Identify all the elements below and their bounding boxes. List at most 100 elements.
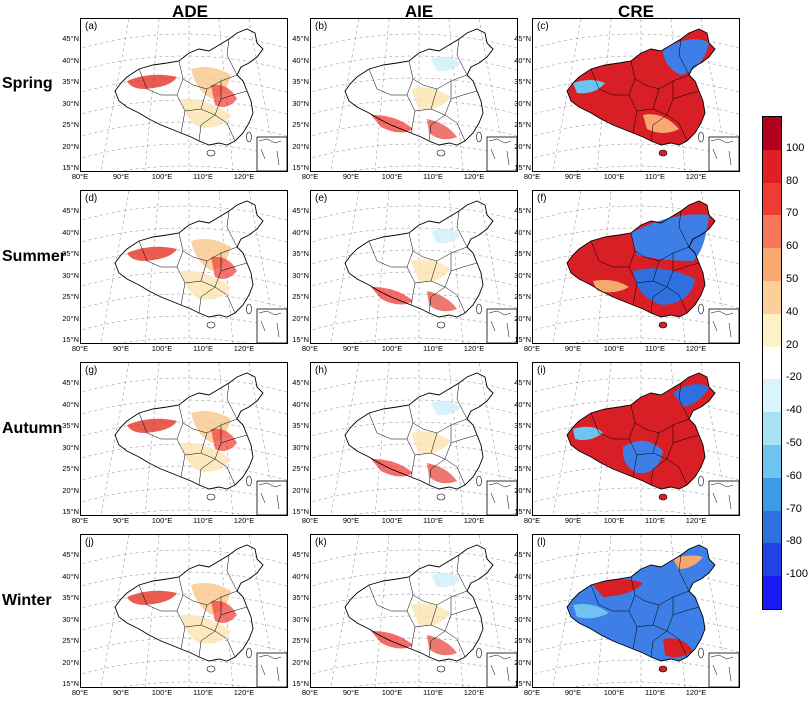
latitude-gridline (81, 549, 287, 565)
latitude-label: 25°N (62, 636, 79, 645)
province-boundary (428, 458, 446, 486)
longitude-label: 100°E (381, 344, 403, 353)
latitude-label: 15°N (514, 679, 531, 688)
longitude-gridline (374, 363, 390, 515)
longitude-label: 100°E (381, 172, 403, 181)
panel-label: (k) (315, 537, 327, 548)
map-panel-a: (a) (80, 18, 288, 172)
anomaly-region (411, 87, 451, 110)
map-panel-b: (b) (310, 18, 518, 172)
province-boundary (456, 554, 468, 592)
latitude-gridline (81, 293, 287, 309)
latitude-gridline (81, 571, 287, 587)
province-boundary (412, 594, 438, 606)
south-china-sea-inset (486, 480, 517, 515)
anomaly-region (211, 256, 237, 279)
longitude-label: 120°E (685, 172, 707, 181)
longitude-label: 100°E (603, 344, 625, 353)
longitude-gridline (448, 363, 464, 515)
longitude-label: 120°E (685, 688, 707, 697)
panel-label: (h) (315, 365, 328, 376)
longitude-label: 120°E (685, 516, 707, 525)
inset-coastline (258, 654, 282, 682)
latitude-label: 25°N (514, 292, 531, 301)
latitude-gridline (81, 77, 287, 93)
latitude-gridline (573, 337, 699, 343)
latitude-label: 45°N (292, 550, 309, 559)
longitude-label: 90°E (112, 688, 130, 697)
province-boundary (182, 422, 208, 434)
latitude-gridline (81, 593, 287, 609)
latitude-label: 15°N (292, 507, 309, 516)
map-panel-l: (l) (532, 534, 740, 688)
latitude-gridline (311, 615, 517, 631)
panel-label: (e) (315, 193, 328, 204)
province-boundary (634, 594, 660, 606)
latitude-gridline (533, 571, 739, 587)
anomaly-region (181, 98, 231, 128)
longitude-label: 80°E (523, 172, 541, 181)
latitude-label: 25°N (514, 464, 531, 473)
longitude-gridline (218, 191, 234, 343)
longitude-label: 100°E (151, 516, 173, 525)
latitude-gridline (121, 337, 247, 343)
taiwan-island (246, 475, 252, 487)
province-boundary (650, 114, 668, 142)
province-boundary (138, 412, 177, 440)
taiwan-island (698, 131, 704, 143)
latitude-label: 35°N (62, 593, 79, 602)
latitude-label: 20°N (62, 141, 79, 151)
longitude-gridline (552, 19, 582, 171)
latitude-gridline (311, 33, 517, 49)
colorbar-segment (763, 444, 781, 478)
latitude-label: 35°N (514, 421, 531, 430)
longitude-label: 80°E (71, 688, 89, 697)
latitude-gridline (533, 143, 739, 159)
latitude-gridline (311, 659, 517, 675)
china-map (533, 191, 739, 343)
latitude-label: 30°N (514, 270, 531, 280)
latitude-label: 45°N (62, 206, 79, 215)
longitude-label: 80°E (301, 516, 319, 525)
china-map (533, 19, 739, 171)
province-boundary (198, 458, 216, 486)
province-boundary (428, 114, 446, 142)
longitude-gridline (552, 363, 582, 515)
province-boundary (650, 286, 668, 314)
map-panel-f: (f) (532, 190, 740, 344)
latitude-label: 25°N (514, 120, 531, 129)
province-boundary (634, 422, 660, 434)
panel-label: (g) (85, 365, 98, 376)
latitude-label: 40°N (62, 571, 79, 581)
hainan-island (436, 665, 446, 673)
longitude-label: 90°E (564, 344, 582, 353)
latitude-gridline (533, 549, 739, 565)
province-boundary (412, 422, 438, 434)
latitude-gridline (311, 377, 517, 393)
panel-label: (f) (537, 193, 547, 204)
province-boundary (652, 246, 690, 282)
latitude-label: 45°N (62, 34, 79, 43)
colorbar-segment (763, 149, 781, 183)
map-panel-g: (g) (80, 362, 288, 516)
longitude-gridline (596, 535, 612, 687)
inset-coastline (258, 138, 282, 166)
longitude-label: 120°E (463, 516, 485, 525)
province-boundary (138, 240, 177, 268)
longitude-label: 100°E (151, 344, 173, 353)
province-boundary (182, 594, 208, 606)
latitude-label: 25°N (292, 292, 309, 301)
latitude-gridline (311, 99, 517, 115)
longitude-gridline (596, 191, 612, 343)
latitude-gridline (311, 443, 517, 459)
inset-coastline (488, 138, 512, 166)
longitude-gridline (218, 19, 234, 171)
longitude-label: 90°E (564, 516, 582, 525)
province-boundary (430, 74, 468, 110)
province-boundary (430, 246, 468, 282)
latitude-label: 45°N (514, 378, 531, 387)
anomaly-region (411, 603, 451, 626)
longitude-gridline (100, 535, 130, 687)
longitude-label: 90°E (112, 344, 130, 353)
longitude-label: 100°E (151, 172, 173, 181)
